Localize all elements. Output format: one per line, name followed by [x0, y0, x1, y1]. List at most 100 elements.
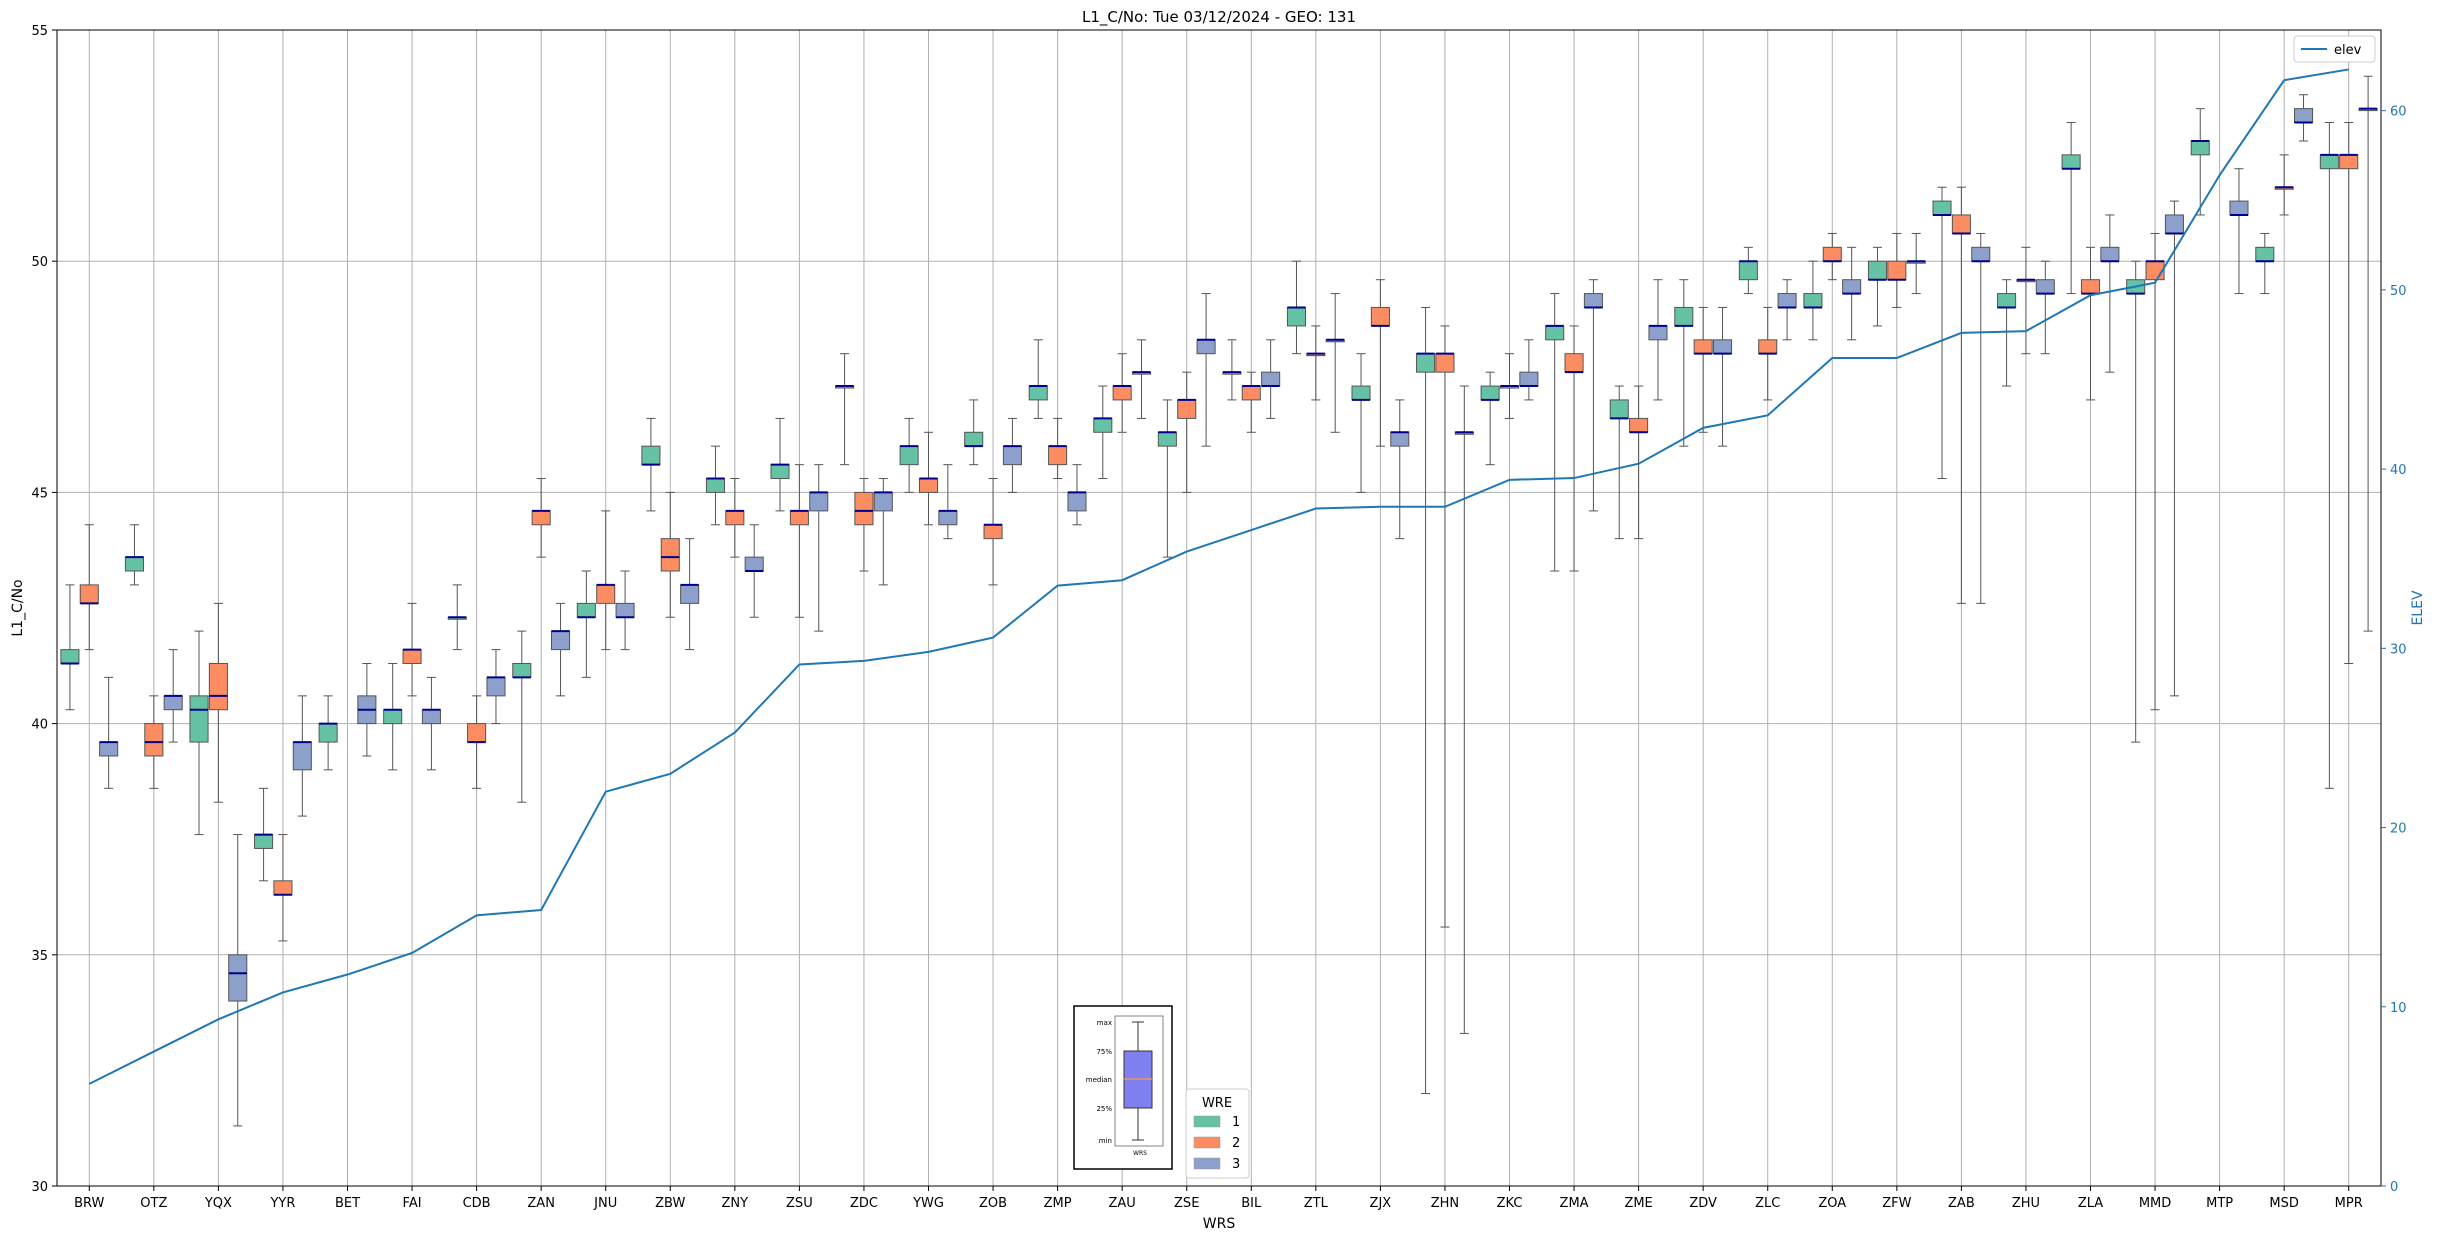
box-body [189, 695, 209, 743]
box-YYR-wre2 [273, 834, 293, 942]
box-body [2339, 154, 2359, 170]
box-ZDV-wre2 [1693, 306, 1713, 433]
box-ZSU-wre2 [789, 464, 809, 618]
box-key-label: min [1099, 1137, 1112, 1145]
box-body [1351, 385, 1371, 401]
box-ZMA-wre2 [1564, 325, 1584, 572]
y-tick-label: 40 [31, 718, 48, 733]
x-tick-label: MMD [2139, 1196, 2171, 1211]
box-body [1286, 306, 1307, 327]
x-tick-label: ZDV [1689, 1196, 1717, 1211]
box-body [486, 676, 506, 697]
box-ZLA-wre1 [2061, 121, 2081, 295]
box-body [918, 478, 939, 493]
wre-legend-swatch-1 [1193, 1115, 1221, 1128]
box-BRW-wre1 [60, 584, 80, 711]
box-YQX-wre3 [228, 834, 248, 1127]
box-ZDC-wre1 [835, 353, 855, 466]
box-ZHU-wre3 [2035, 260, 2055, 355]
box-body [2061, 154, 2081, 170]
x-tick-label: ZSE [1174, 1196, 1199, 1211]
box-body [318, 723, 338, 743]
x-tick-label: JNU [593, 1196, 617, 1211]
box-body [2229, 200, 2249, 216]
box-JNU-wre3 [615, 570, 635, 651]
y-tick-label: 35 [31, 949, 48, 964]
box-JNU-wre2 [596, 510, 616, 651]
x-tick-label: ZHN [1431, 1196, 1459, 1211]
box-ZDV-wre1 [1674, 279, 1694, 447]
box-body [1416, 353, 1436, 373]
y2-tick-label: 20 [2390, 822, 2407, 837]
box-body [512, 662, 532, 678]
box-ZJX-wre3 [1390, 399, 1410, 540]
box-body [124, 556, 145, 572]
box-body [1951, 214, 1971, 234]
box-CDB-wre3 [486, 649, 506, 725]
box-ZSE-wre1 [1157, 399, 1177, 558]
box-OTZ-wre2 [144, 695, 164, 789]
box-body [144, 723, 164, 757]
x-tick-label: BET [335, 1196, 360, 1211]
box-CDB-wre2 [467, 695, 487, 789]
wre-legend-label-1: 1 [1232, 1115, 1240, 1130]
box-ZKC-wre3 [1519, 339, 1539, 401]
box-body [770, 464, 790, 480]
box-ZMP-wre1 [1028, 339, 1048, 419]
box-YWG-wre2 [918, 431, 939, 526]
box-ZHN-wre3 [1454, 385, 1474, 1034]
box-ZNY-wre3 [744, 524, 764, 618]
box-body [641, 445, 661, 466]
box-ZME-wre2 [1629, 385, 1649, 540]
box-ZDC-wre3 [873, 478, 893, 586]
box-ZHN-wre2 [1435, 325, 1455, 928]
box-body [1067, 491, 1087, 512]
box-body [938, 510, 958, 526]
box-body [2293, 108, 2314, 123]
box-key-xlabel: WRS [1133, 1150, 1147, 1157]
plot-frame [56, 29, 2382, 1187]
x-tick-label: YQX [204, 1196, 232, 1211]
x-tick-label: ZFW [1882, 1196, 1911, 1211]
x-tick-label: ZJX [1370, 1196, 1392, 1211]
box-body [1609, 399, 1629, 419]
x-tick-label: ZHU [2012, 1196, 2040, 1211]
box-ZTL-wre1 [1286, 260, 1307, 355]
x-tick-label: ZKC [1497, 1196, 1523, 1211]
box-ZOB-wre2 [983, 478, 1003, 586]
elev-legend-frame [2293, 35, 2376, 63]
y2-tick-label: 10 [2390, 1001, 2407, 1016]
box-body [1564, 353, 1584, 373]
x-tick-label: CDB [463, 1196, 491, 1211]
box-key-inset: max 75% median 25% min WRS [1073, 1005, 1173, 1170]
box-ZAB-wre3 [1971, 232, 1991, 604]
box-body [1648, 325, 1668, 341]
box-ZAN-wre2 [531, 478, 551, 558]
box-MMD-wre3 [2164, 200, 2184, 697]
box-YQX-wre2 [208, 602, 228, 803]
box-body [680, 584, 700, 604]
box-body [1803, 293, 1823, 308]
box-body [273, 880, 293, 896]
x-tick-label: ZLC [1755, 1196, 1780, 1211]
box-YWG-wre1 [899, 417, 919, 493]
elev-legend: elev [2293, 35, 2376, 63]
box-key-label: max [1097, 1019, 1112, 1027]
box-body [1777, 293, 1797, 308]
box-ZAB-wre1 [1932, 186, 1952, 480]
box-ZOB-wre3 [1002, 417, 1022, 493]
box-ZAU-wre2 [1112, 353, 1132, 433]
box-ZFW-wre1 [1867, 246, 1888, 327]
box-BRW-wre3 [99, 676, 119, 789]
box-MSD-wre3 [2293, 94, 2314, 142]
box-body [1002, 445, 1022, 466]
y2-tick-label: 50 [2390, 284, 2407, 299]
box-body [809, 491, 829, 512]
box-body [1112, 385, 1132, 401]
box-body [402, 649, 422, 664]
box-key-label: median [1086, 1076, 1112, 1084]
box-body [1583, 293, 1603, 308]
box-body [1048, 445, 1068, 466]
